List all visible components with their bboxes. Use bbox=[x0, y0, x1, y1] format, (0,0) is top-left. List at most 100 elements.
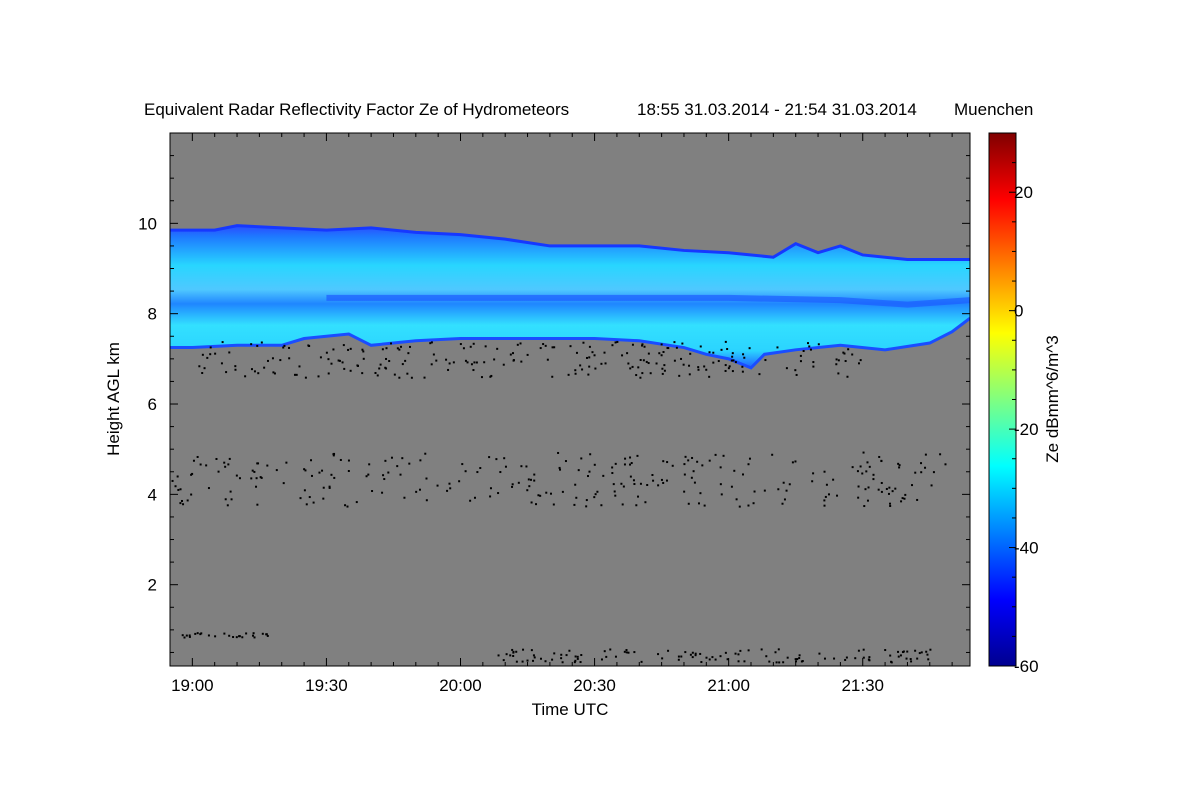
clutter-point bbox=[603, 650, 606, 653]
clutter-point bbox=[388, 360, 391, 363]
clutter-point bbox=[512, 651, 515, 654]
clutter-point bbox=[731, 370, 734, 373]
clutter-point bbox=[574, 369, 577, 372]
clutter-point bbox=[629, 456, 632, 459]
clutter-point bbox=[699, 652, 702, 655]
clutter-point bbox=[632, 479, 635, 482]
chart-time-range: 18:55 31.03.2014 - 21:54 31.03.2014 bbox=[637, 100, 917, 119]
clutter-point bbox=[605, 655, 608, 658]
clutter-point bbox=[600, 362, 603, 365]
clutter-point bbox=[497, 492, 500, 495]
clutter-point bbox=[662, 481, 665, 484]
clutter-point bbox=[897, 655, 900, 658]
clutter-point bbox=[533, 656, 536, 659]
clutter-point bbox=[627, 651, 630, 654]
clutter-point bbox=[579, 661, 582, 664]
clutter-point bbox=[188, 634, 191, 637]
clutter-point bbox=[835, 358, 838, 361]
clutter-point bbox=[502, 659, 505, 662]
clutter-point bbox=[661, 657, 664, 660]
clutter-point bbox=[681, 342, 684, 345]
clutter-point bbox=[667, 347, 670, 350]
y-tick-label: 8 bbox=[148, 305, 157, 324]
clutter-point bbox=[452, 361, 455, 364]
colorbar-axis: 20 0 -20 -40 -60 bbox=[1009, 132, 1039, 676]
clutter-point bbox=[900, 500, 903, 503]
clutter-point bbox=[344, 504, 347, 507]
clutter-point bbox=[382, 474, 385, 477]
clutter-point bbox=[662, 350, 665, 353]
clutter-point bbox=[181, 634, 184, 637]
clutter-point bbox=[209, 353, 212, 356]
clutter-point bbox=[449, 487, 452, 490]
clutter-point bbox=[317, 375, 320, 378]
clutter-point bbox=[727, 367, 730, 370]
clutter-point bbox=[368, 463, 371, 466]
clutter-point bbox=[640, 660, 643, 663]
clutter-point bbox=[293, 373, 296, 376]
clutter-point bbox=[488, 456, 491, 459]
clutter-point bbox=[609, 648, 612, 651]
clutter-point bbox=[717, 360, 720, 363]
clutter-point bbox=[683, 473, 686, 476]
clutter-point bbox=[630, 462, 633, 465]
clutter-point bbox=[207, 487, 210, 490]
clutter-point bbox=[889, 654, 892, 657]
clutter-point bbox=[864, 488, 867, 491]
clutter-point bbox=[526, 659, 529, 662]
clutter-point bbox=[229, 490, 232, 493]
clutter-point bbox=[851, 466, 854, 469]
clutter-point bbox=[183, 636, 186, 639]
clutter-point bbox=[730, 359, 733, 362]
clutter-point bbox=[894, 487, 897, 490]
clutter-point bbox=[330, 473, 333, 476]
clutter-point bbox=[612, 483, 615, 486]
clutter-point bbox=[776, 346, 779, 349]
clutter-point bbox=[347, 348, 350, 351]
clutter-point bbox=[489, 495, 492, 498]
clutter-point bbox=[775, 661, 778, 664]
clutter-point bbox=[532, 654, 535, 657]
clutter-point bbox=[525, 465, 528, 468]
clutter-point bbox=[603, 351, 606, 354]
clutter-point bbox=[812, 365, 815, 368]
clutter-point bbox=[778, 661, 781, 664]
clutter-point bbox=[637, 366, 640, 369]
clutter-point bbox=[526, 353, 529, 356]
clutter-point bbox=[720, 493, 723, 496]
clutter-point bbox=[662, 460, 665, 463]
y-axis: 2 4 6 8 10 bbox=[138, 132, 970, 653]
clutter-point bbox=[614, 462, 617, 465]
clutter-point bbox=[545, 491, 548, 494]
clutter-point bbox=[691, 656, 694, 659]
clutter-point bbox=[903, 497, 906, 500]
clutter-point bbox=[537, 494, 540, 497]
clutter-point bbox=[677, 655, 680, 658]
clutter-point bbox=[520, 465, 523, 468]
clutter-point bbox=[872, 473, 875, 476]
clutter-point bbox=[573, 503, 576, 506]
clutter-point bbox=[533, 473, 536, 476]
clutter-point bbox=[862, 451, 865, 454]
clutter-point bbox=[872, 478, 875, 481]
clutter-point bbox=[857, 362, 860, 365]
clutter-point bbox=[639, 482, 642, 485]
clutter-point bbox=[519, 342, 522, 345]
clutter-point bbox=[256, 344, 259, 347]
clutter-point bbox=[777, 488, 780, 491]
clutter-point bbox=[738, 505, 741, 508]
clutter-point bbox=[327, 372, 330, 375]
clutter-point bbox=[652, 479, 655, 482]
clutter-point bbox=[207, 634, 210, 637]
y-tick-label: 2 bbox=[148, 576, 157, 595]
clutter-point bbox=[522, 648, 525, 651]
clutter-point bbox=[722, 454, 725, 457]
clutter-point bbox=[854, 657, 857, 660]
clutter-point bbox=[699, 492, 702, 495]
clutter-point bbox=[308, 496, 311, 499]
clutter-point bbox=[798, 654, 801, 657]
clutter-point bbox=[639, 376, 642, 379]
clutter-point bbox=[888, 486, 891, 489]
clutter-point bbox=[862, 656, 865, 659]
clutter-point bbox=[307, 344, 310, 347]
